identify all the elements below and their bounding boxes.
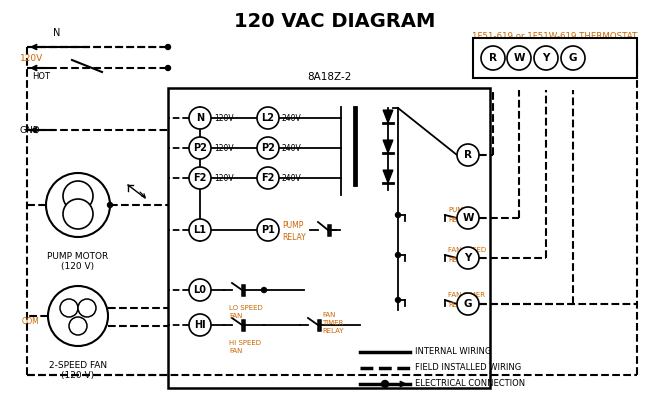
Text: LO: LO [64, 305, 74, 311]
Text: 240V: 240V [282, 173, 302, 183]
Text: F2: F2 [261, 173, 275, 183]
Bar [473, 38, 637, 78]
Circle shape [381, 380, 389, 388]
Circle shape [257, 137, 279, 159]
Text: P1: P1 [261, 225, 275, 235]
Circle shape [534, 46, 558, 70]
Text: RELAY: RELAY [322, 328, 344, 334]
Text: 240V: 240V [282, 114, 302, 122]
Text: HI: HI [194, 320, 206, 330]
Circle shape [107, 202, 113, 207]
Text: FAN SPEED: FAN SPEED [448, 247, 486, 253]
Text: 240V: 240V [282, 143, 302, 153]
Text: INTERNAL WIRING: INTERNAL WIRING [415, 347, 491, 357]
Text: HI SPEED: HI SPEED [229, 340, 261, 346]
Text: R: R [464, 150, 472, 160]
Text: FIELD INSTALLED WIRING: FIELD INSTALLED WIRING [415, 364, 521, 372]
Text: L1: L1 [194, 225, 206, 235]
Text: RELAY: RELAY [448, 302, 470, 308]
Text: N: N [196, 113, 204, 123]
Text: PUMP: PUMP [282, 220, 304, 230]
Text: P2: P2 [261, 143, 275, 153]
Text: COM: COM [21, 316, 39, 326]
Text: PUMP: PUMP [448, 207, 468, 213]
Text: RELAY: RELAY [448, 217, 470, 223]
Text: FAN: FAN [229, 348, 243, 354]
Circle shape [457, 144, 479, 166]
Text: W: W [513, 53, 525, 63]
Circle shape [395, 253, 401, 258]
Text: RELAY: RELAY [282, 233, 306, 241]
Polygon shape [383, 110, 393, 123]
Text: 120V: 120V [214, 173, 234, 183]
Circle shape [457, 207, 479, 229]
Circle shape [507, 46, 531, 70]
Circle shape [257, 167, 279, 189]
Text: Y: Y [464, 253, 472, 263]
Text: G: G [569, 53, 578, 63]
Text: 120V: 120V [214, 143, 234, 153]
Circle shape [257, 107, 279, 129]
Polygon shape [383, 140, 393, 153]
Circle shape [63, 181, 93, 211]
Text: RELAY: RELAY [448, 257, 470, 263]
Circle shape [457, 293, 479, 315]
Circle shape [78, 299, 96, 317]
Text: G: G [464, 299, 472, 309]
Text: ELECTRICAL CONNECTION: ELECTRICAL CONNECTION [415, 380, 525, 388]
Circle shape [261, 287, 267, 292]
Text: 120V: 120V [214, 114, 234, 122]
Circle shape [189, 219, 211, 241]
Polygon shape [383, 170, 393, 183]
Text: HOT: HOT [32, 72, 50, 80]
Text: R: R [489, 53, 497, 63]
Circle shape [395, 212, 401, 217]
Circle shape [69, 317, 87, 335]
Circle shape [63, 199, 93, 229]
Text: 8A18Z-2: 8A18Z-2 [307, 72, 351, 82]
Text: GND: GND [20, 126, 41, 134]
Text: 1F51-619 or 1F51W-619 THERMOSTAT: 1F51-619 or 1F51W-619 THERMOSTAT [472, 32, 638, 41]
Circle shape [165, 65, 170, 70]
Text: 2-SPEED FAN
(120 V): 2-SPEED FAN (120 V) [49, 361, 107, 380]
Text: F2: F2 [194, 173, 206, 183]
Text: Y: Y [542, 53, 549, 63]
Text: 120 VAC DIAGRAM: 120 VAC DIAGRAM [234, 12, 436, 31]
Circle shape [457, 247, 479, 269]
Bar [168, 88, 490, 388]
Text: PUMP MOTOR
(120 V): PUMP MOTOR (120 V) [48, 252, 109, 272]
Text: TIMER: TIMER [322, 320, 343, 326]
Text: FAN: FAN [322, 312, 336, 318]
Circle shape [189, 107, 211, 129]
Circle shape [189, 167, 211, 189]
Text: 120V: 120V [20, 54, 44, 62]
Text: P2: P2 [193, 143, 207, 153]
Circle shape [395, 297, 401, 303]
Circle shape [481, 46, 505, 70]
Circle shape [60, 299, 78, 317]
Text: W: W [462, 213, 474, 223]
Text: N: N [54, 28, 61, 38]
Text: L0: L0 [194, 285, 206, 295]
Text: L2: L2 [261, 113, 275, 123]
Circle shape [165, 44, 170, 49]
Circle shape [561, 46, 585, 70]
Circle shape [257, 219, 279, 241]
Circle shape [189, 137, 211, 159]
Circle shape [189, 279, 211, 301]
Text: HI: HI [83, 305, 90, 311]
Circle shape [46, 173, 110, 237]
Text: LO SPEED: LO SPEED [229, 305, 263, 311]
Circle shape [189, 314, 211, 336]
Circle shape [48, 286, 108, 346]
Text: FAN: FAN [229, 313, 243, 319]
Text: FAN TIMER: FAN TIMER [448, 292, 485, 298]
